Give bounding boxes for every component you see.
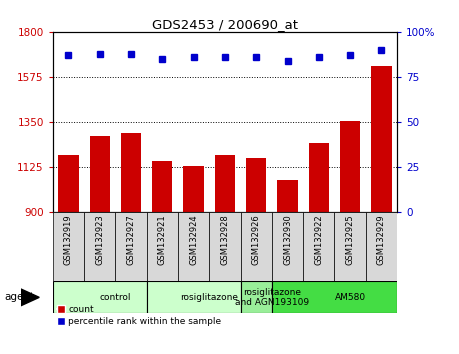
Bar bbox=[241, 212, 272, 281]
Bar bbox=[178, 212, 209, 281]
Text: GSM132928: GSM132928 bbox=[220, 215, 230, 265]
Text: GSM132921: GSM132921 bbox=[158, 215, 167, 265]
Bar bbox=[340, 121, 360, 212]
Text: GSM132922: GSM132922 bbox=[314, 215, 323, 265]
Bar bbox=[371, 66, 392, 212]
Bar bbox=[308, 143, 329, 212]
Bar bbox=[303, 212, 335, 281]
Bar bbox=[277, 180, 298, 212]
Bar bbox=[272, 281, 397, 313]
Bar bbox=[90, 136, 110, 212]
Bar bbox=[209, 212, 241, 281]
Text: control: control bbox=[100, 293, 131, 302]
Bar bbox=[53, 212, 84, 281]
Bar bbox=[147, 281, 241, 313]
Bar bbox=[58, 155, 78, 212]
Text: GSM132925: GSM132925 bbox=[346, 215, 355, 265]
Text: GSM132930: GSM132930 bbox=[283, 215, 292, 265]
Text: GSM132919: GSM132919 bbox=[64, 215, 73, 265]
Text: GSM132926: GSM132926 bbox=[252, 215, 261, 265]
Text: GSM132924: GSM132924 bbox=[189, 215, 198, 265]
Bar bbox=[152, 161, 173, 212]
Bar bbox=[184, 166, 204, 212]
Bar bbox=[53, 281, 147, 313]
Text: AM580: AM580 bbox=[335, 293, 366, 302]
Bar bbox=[121, 133, 141, 212]
Text: rosiglitazone
and AGN193109: rosiglitazone and AGN193109 bbox=[235, 288, 309, 307]
Legend: count, percentile rank within the sample: count, percentile rank within the sample bbox=[57, 306, 221, 326]
Text: GSM132927: GSM132927 bbox=[127, 215, 135, 265]
Bar bbox=[84, 212, 115, 281]
Polygon shape bbox=[21, 289, 39, 306]
Text: GSM132923: GSM132923 bbox=[95, 215, 104, 265]
Bar bbox=[272, 212, 303, 281]
Bar bbox=[246, 158, 266, 212]
Bar bbox=[115, 212, 147, 281]
Bar bbox=[147, 212, 178, 281]
Bar bbox=[366, 212, 397, 281]
Bar bbox=[241, 281, 272, 313]
Bar bbox=[335, 212, 366, 281]
Bar bbox=[215, 155, 235, 212]
Text: GSM132929: GSM132929 bbox=[377, 215, 386, 265]
Title: GDS2453 / 200690_at: GDS2453 / 200690_at bbox=[152, 18, 298, 31]
Text: rosiglitazone: rosiglitazone bbox=[180, 293, 238, 302]
Text: agent: agent bbox=[5, 292, 35, 302]
